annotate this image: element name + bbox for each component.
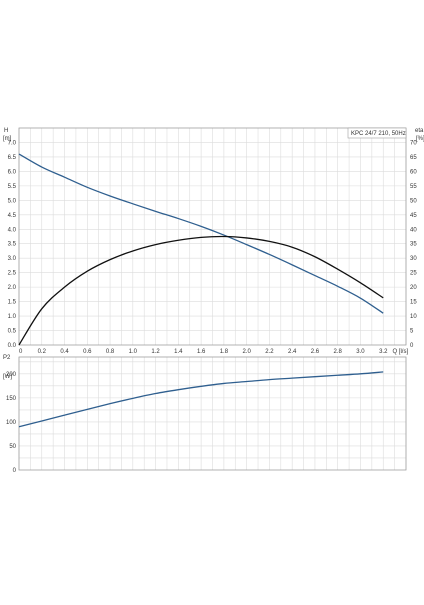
efficiency-curve — [18, 235, 384, 346]
head-efficiency-chart: 0 0.2 0.4 0.6 0.8 1.0 1.2 1.4 1.6 1.8 2.0 2.2 2.4 2.6… — [3, 127, 424, 355]
top-chart-frame — [18, 127, 407, 346]
power-chart: 0 50 100 150 200 P2 [W] — [3, 355, 407, 474]
y-tick-label-right: 0 — [410, 343, 414, 349]
x-tick-label: 0.8 — [106, 349, 115, 355]
y-tick-label-left: 1.5 — [8, 300, 17, 306]
y-tick-label-right: 30 — [410, 256, 417, 262]
x-tick-label: 0 — [19, 349, 23, 355]
x-axis-label: Q [l/s] — [392, 349, 408, 355]
x-tick-label: 1.8 — [220, 349, 229, 355]
x-tick-label: 0.2 — [38, 349, 47, 355]
y-tick-label-right: 45 — [410, 213, 417, 219]
x-tick-label: 2.8 — [334, 349, 343, 355]
x-tick-label: 1.2 — [151, 349, 160, 355]
y-axis-unit-p2: [W] — [3, 374, 12, 380]
x-tick-label: 2.2 — [265, 349, 274, 355]
x-tick-label: 2.6 — [311, 349, 320, 355]
y-axis-label-p2: P2 — [3, 355, 11, 361]
y-tick-label-right: 20 — [410, 285, 417, 291]
p2-tick-label: 200 — [6, 372, 17, 378]
y-tick-label-right: 55 — [410, 184, 417, 190]
x-tick-label: 3.2 — [379, 349, 388, 355]
y-tick-label-left: 2.5 — [8, 271, 17, 277]
p2-tick-label: 100 — [6, 420, 17, 426]
y-axis-label-eta: eta — [415, 128, 424, 134]
x-tick-label: 3.0 — [356, 349, 365, 355]
bottom-chart-frame — [18, 356, 407, 471]
y-tick-label-left: 6.0 — [8, 169, 17, 175]
power-curve — [18, 371, 384, 428]
y-tick-label-right: 25 — [410, 271, 417, 277]
y-tick-label-left: 3.5 — [8, 242, 17, 248]
y-tick-label-left: 3.0 — [8, 256, 17, 262]
title-box — [347, 127, 407, 139]
chart-title: KPC 24/7 210, 50Hz — [351, 131, 406, 137]
y-tick-label-left: 0.5 — [8, 329, 17, 335]
y-tick-label-left: 4.5 — [8, 213, 17, 219]
y-tick-label-right: 15 — [410, 300, 417, 306]
y-tick-label-right: 60 — [410, 169, 417, 175]
x-tick-label: 1.4 — [174, 349, 183, 355]
y-axis-label-h: H — [4, 128, 8, 134]
y-tick-label-right: 70 — [410, 140, 417, 146]
y-tick-label-left: 0.0 — [8, 343, 17, 349]
y-tick-label-right: 65 — [410, 155, 417, 161]
y-tick-label-left: 4.0 — [8, 227, 17, 233]
y-tick-label-left: 7.0 — [8, 140, 17, 146]
y-tick-label-right: 50 — [410, 198, 417, 204]
p2-tick-label: 0 — [13, 468, 17, 474]
x-tick-label: 0.4 — [60, 349, 69, 355]
x-tick-label: 2.0 — [242, 349, 251, 355]
p2-tick-label: 150 — [6, 396, 17, 402]
y-tick-label-right: 35 — [410, 242, 417, 248]
y-tick-label-left: 6.5 — [8, 155, 17, 161]
y-tick-label-left: 5.0 — [8, 198, 17, 204]
x-tick-label: 0.6 — [83, 349, 92, 355]
p2-tick-label: 50 — [9, 444, 16, 450]
x-tick-label: 2.4 — [288, 349, 297, 355]
x-tick-label: 1.0 — [129, 349, 138, 355]
y-tick-label-right: 10 — [410, 314, 417, 320]
x-tick-label: 1.6 — [197, 349, 206, 355]
y-axis-unit-h: [m] — [3, 136, 12, 142]
y-tick-label-left: 2.0 — [8, 285, 17, 291]
y-tick-label-left: 5.5 — [8, 184, 17, 190]
head-curve — [18, 153, 384, 314]
y-tick-label-right: 40 — [410, 227, 417, 233]
y-tick-label-right: 5 — [410, 329, 414, 335]
y-tick-label-left: 1.0 — [8, 314, 17, 320]
y-axis-unit-eta: [%] — [416, 136, 424, 142]
